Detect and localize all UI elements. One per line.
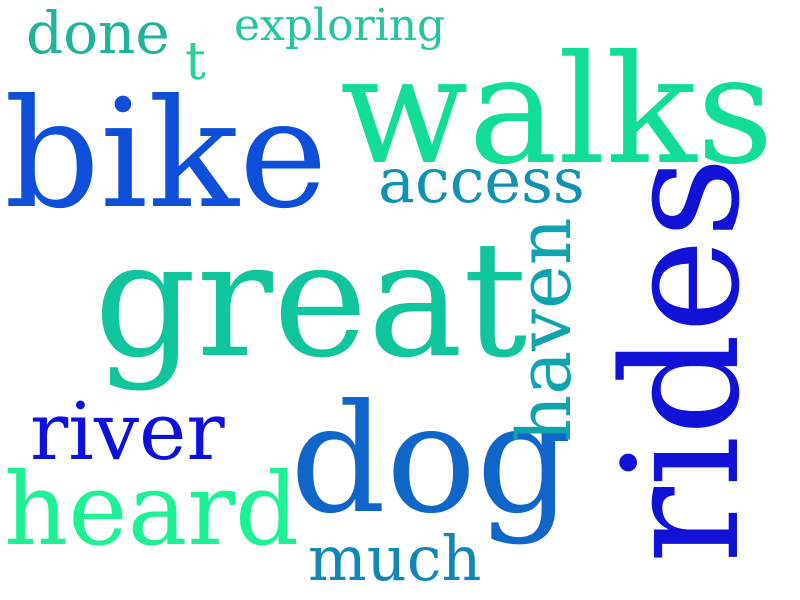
word-bike: bike — [4, 68, 328, 242]
word-haven: haven — [502, 217, 588, 443]
word-heard: heard — [4, 451, 300, 568]
word-access: access — [378, 144, 585, 217]
word-t: t — [185, 32, 206, 92]
word-rides: rides — [588, 156, 775, 564]
word-done: done — [26, 0, 170, 67]
word-much: much — [308, 522, 482, 595]
word-river: river — [30, 385, 225, 478]
word-great: great — [94, 206, 528, 393]
word-exploring: exploring — [234, 0, 446, 51]
word-dog: dog — [290, 373, 573, 547]
word-walks: walks — [340, 24, 774, 198]
